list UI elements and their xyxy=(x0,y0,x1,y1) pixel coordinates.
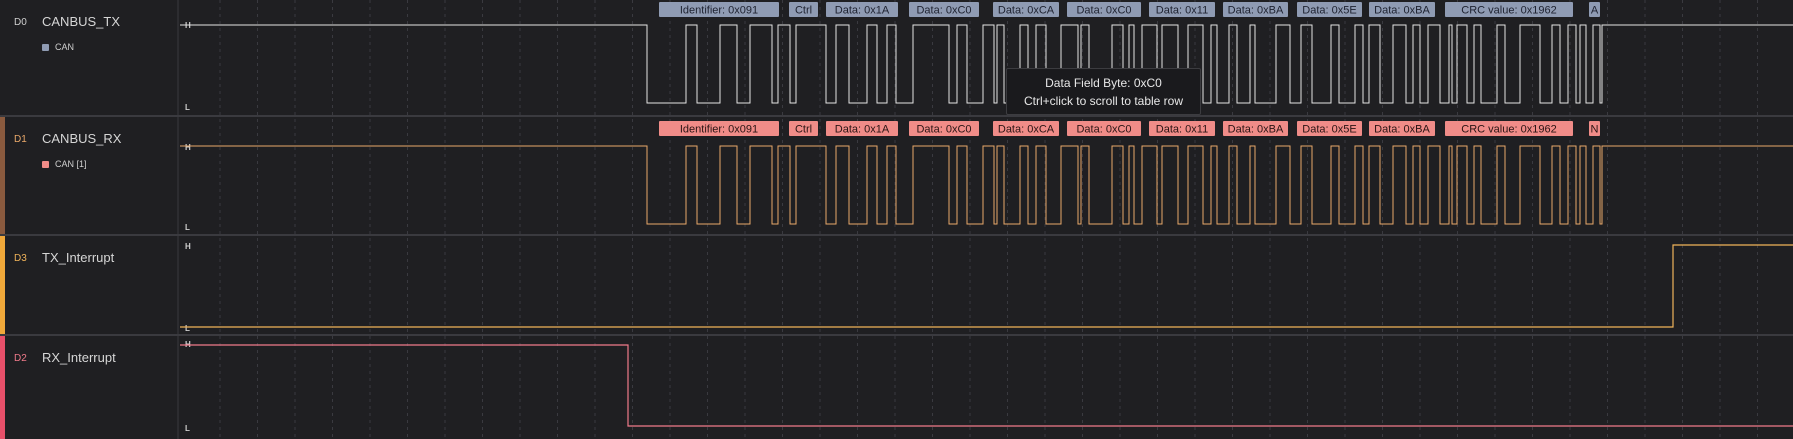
channel-d1[interactable]: D1 CANBUS_RX CAN [1] xyxy=(0,117,1793,234)
decoded-frame-bubble[interactable]: Data: 0xBA xyxy=(1223,2,1288,17)
channel-label-panel[interactable]: D1 CANBUS_RX CAN [1] xyxy=(0,117,178,234)
decoded-frame-label: Data: 0x5E xyxy=(1302,124,1356,136)
decoded-frame-label: Data: 0x1A xyxy=(835,124,890,136)
level-low-label: L xyxy=(185,103,190,112)
canbus-rx-waveform: H L xyxy=(180,143,1793,232)
rx-interrupt-waveform: H L xyxy=(180,340,1793,433)
decoded-frame-bubble[interactable]: CRC value: 0x1962 xyxy=(1445,121,1573,136)
channel-id: D2 xyxy=(14,353,27,364)
analyzer-label: CAN xyxy=(55,42,75,52)
decoded-frame-label: Ctrl xyxy=(795,124,812,136)
channel-d2[interactable]: D2 RX_Interrupt xyxy=(0,336,1793,439)
decoded-frame-bubble[interactable]: Identifier: 0x091 xyxy=(659,2,779,17)
channel-color-accent xyxy=(0,0,5,115)
decoded-frame-label: Identifier: 0x091 xyxy=(680,5,758,17)
decoded-frame-bubble[interactable]: Data: 0xBA xyxy=(1223,121,1288,136)
channel-divider[interactable] xyxy=(0,234,1793,236)
tooltip-hint: Ctrl+click to scroll to table row xyxy=(1023,94,1184,108)
channel-d0[interactable]: D0 CANBUS_TX CAN xyxy=(0,0,1793,115)
decoded-frame-label: Identifier: 0x091 xyxy=(680,124,758,136)
decoded-frame-bubble[interactable]: Data: 0xCA xyxy=(993,121,1059,136)
channel-divider[interactable] xyxy=(0,334,1793,336)
decoded-frame-label: CRC value: 0x1962 xyxy=(1461,5,1556,17)
decoded-frame-bubble[interactable]: Data: 0xBA xyxy=(1369,2,1435,17)
decoded-frame-label: Data: 0xCA xyxy=(998,124,1055,136)
decoded-frame-label: N xyxy=(1591,124,1599,136)
level-low-label: L xyxy=(185,424,190,433)
decoded-frame-bubble[interactable]: Data: 0xC0 xyxy=(1067,121,1141,136)
decoded-frame-bubble[interactable]: Data: 0x5E xyxy=(1297,121,1362,136)
decoded-frame-bubble[interactable]: Data: 0x5E xyxy=(1297,2,1362,17)
channel-name[interactable]: TX_Interrupt xyxy=(42,250,115,265)
decoded-frame-label: Data: 0xBA xyxy=(1374,124,1430,136)
analyzer-color-swatch xyxy=(42,160,49,168)
channel-color-accent xyxy=(0,236,5,334)
decoded-frame-bubble[interactable]: N xyxy=(1589,121,1600,136)
decoded-frame-label: Data: 0xC0 xyxy=(916,5,971,17)
decoded-frame-bubble[interactable]: Data: 0xC0 xyxy=(909,2,979,17)
decoded-frame-label: Data: 0xBA xyxy=(1228,124,1284,136)
decoded-frame-bubble[interactable]: Data: 0xCA xyxy=(993,2,1059,17)
analyzer-label: CAN [1] xyxy=(55,159,87,169)
time-grid xyxy=(177,0,1758,439)
canbus-tx-decoded-frames[interactable]: Identifier: 0x091 Ctrl Data: 0x1A Data: 0xC… xyxy=(659,2,1600,17)
channel-d3[interactable]: D3 TX_Interrupt xyxy=(0,236,1793,334)
decoded-frame-label: Data: 0xC0 xyxy=(1076,5,1131,17)
tx-interrupt-waveform: H L xyxy=(180,242,1793,333)
channel-divider[interactable] xyxy=(0,115,1793,117)
channel-label-panel[interactable]: D3 TX_Interrupt xyxy=(0,236,178,334)
level-low-label: L xyxy=(185,223,190,232)
decoded-frame-label: CRC value: 0x1962 xyxy=(1461,124,1556,136)
decoded-frame-label: Ctrl xyxy=(795,5,812,17)
decoded-frame-bubble[interactable]: Identifier: 0x091 xyxy=(659,121,779,136)
channel-id: D1 xyxy=(14,134,27,145)
decoded-frame-bubble[interactable]: Ctrl xyxy=(789,121,818,136)
decoded-frame-bubble[interactable]: A xyxy=(1589,2,1600,17)
decoded-frame-label: Data: 0xBA xyxy=(1228,5,1284,17)
decoded-frame-bubble[interactable]: Data: 0xBA xyxy=(1369,121,1435,136)
tooltip-title: Data Field Byte: 0xC0 xyxy=(1045,76,1162,90)
decoded-frame-bubble[interactable]: Data: 0xC0 xyxy=(1067,2,1141,17)
decoded-frame-bubble[interactable]: Data: 0x1A xyxy=(826,121,898,136)
analyzer-color-swatch xyxy=(42,43,49,51)
decoded-frame-bubble[interactable]: CRC value: 0x1962 xyxy=(1445,2,1573,17)
decoded-frame-label: Data: 0x5E xyxy=(1302,5,1356,17)
decoded-frame-label: Data: 0xBA xyxy=(1374,5,1430,17)
decoded-frame-label: Data: 0x11 xyxy=(1156,124,1208,136)
channel-name[interactable]: CANBUS_RX xyxy=(42,131,122,146)
decoded-frame-bubble[interactable]: Data: 0x11 xyxy=(1149,121,1215,136)
decoded-frame-label: Data: 0xC0 xyxy=(1076,124,1131,136)
frame-tooltip: Data Field Byte: 0xC0 Ctrl+click to scro… xyxy=(1006,68,1201,115)
channel-id: D3 xyxy=(14,253,27,264)
decoded-frame-bubble[interactable]: Data: 0x11 xyxy=(1149,2,1215,17)
analyzer-tag[interactable]: CAN xyxy=(42,42,74,52)
channel-label-panel[interactable]: D0 CANBUS_TX CAN xyxy=(0,0,178,115)
channel-color-accent xyxy=(0,336,5,439)
level-low-label: L xyxy=(185,324,190,333)
level-high-label: H xyxy=(185,143,191,152)
decoded-frame-bubble[interactable]: Ctrl xyxy=(789,2,818,17)
canbus-tx-waveform: H L xyxy=(180,21,1793,112)
decoded-frame-bubble[interactable]: Data: 0xC0 xyxy=(909,121,979,136)
channel-id: D0 xyxy=(14,17,27,28)
channel-color-accent xyxy=(0,117,5,234)
canbus-rx-decoded-frames[interactable]: Identifier: 0x091 Ctrl Data: 0x1A Data: 0xC… xyxy=(659,121,1600,136)
analyzer-tag[interactable]: CAN [1] xyxy=(42,159,87,169)
channel-label-panel[interactable]: D2 RX_Interrupt xyxy=(0,336,178,439)
level-high-label: H xyxy=(185,242,191,251)
decoded-frame-label: A xyxy=(1591,5,1599,17)
decoded-frame-label: Data: 0x1A xyxy=(835,5,890,17)
decoded-frame-label: Data: 0xC0 xyxy=(916,124,971,136)
decoded-frame-label: Data: 0xCA xyxy=(998,5,1055,17)
channel-name[interactable]: RX_Interrupt xyxy=(42,350,116,365)
channel-name[interactable]: CANBUS_TX xyxy=(42,14,121,29)
decoded-frame-bubble[interactable]: Data: 0x1A xyxy=(826,2,898,17)
decoded-frame-label: Data: 0x11 xyxy=(1156,5,1208,17)
